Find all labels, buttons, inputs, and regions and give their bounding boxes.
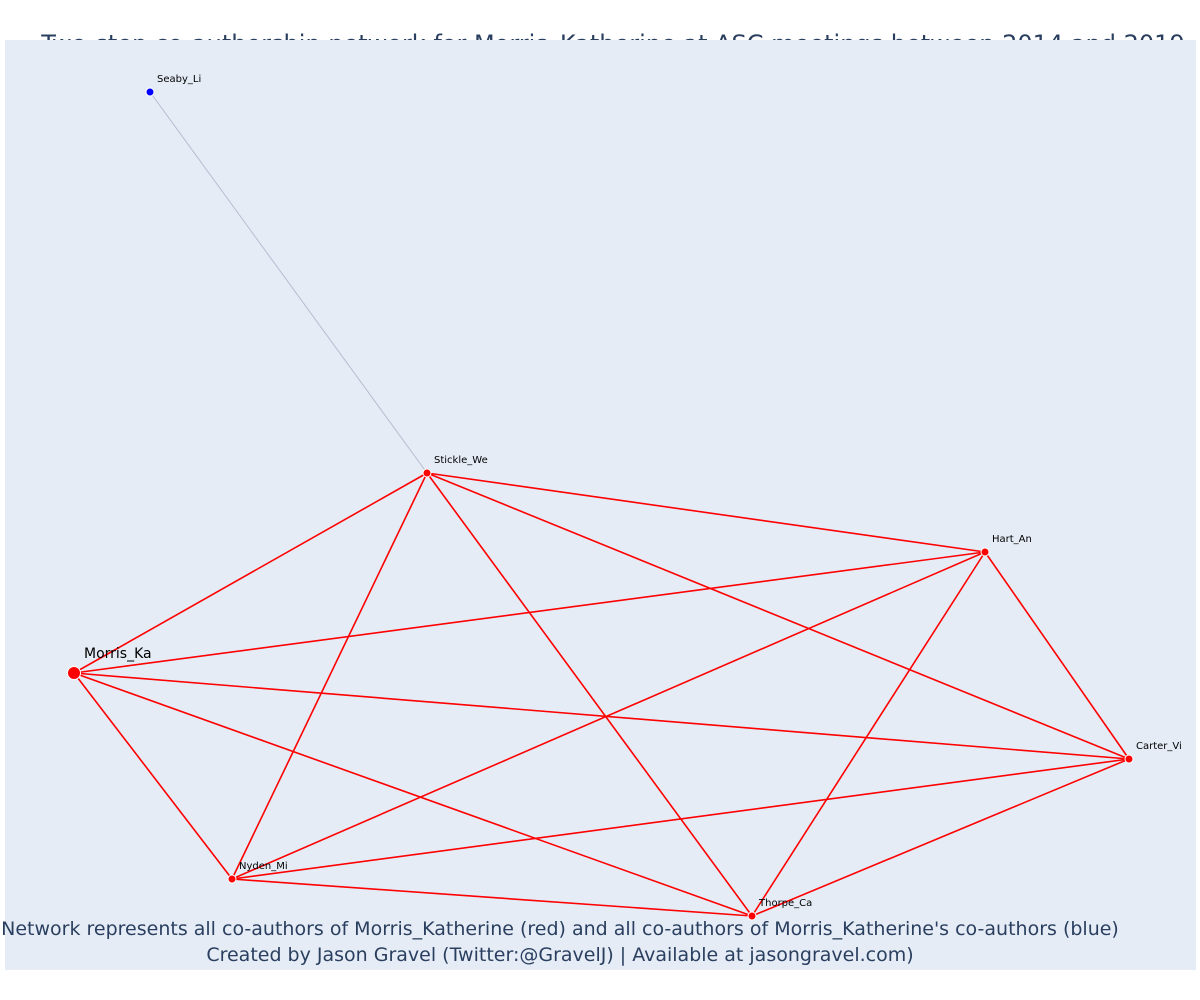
nodes-layer xyxy=(67,87,1134,921)
edge-Hart_An-Morris_Ka xyxy=(73,551,986,674)
labels-layer: Morris_Ka Stickle_We Hart_An Carter_Vi Nyden… xyxy=(84,74,1182,909)
footer-credit: Created by Jason Gravel (Twitter:@Gravel… xyxy=(206,944,914,966)
edge-Nyden_Mi-Carter_Vi xyxy=(231,758,1130,880)
edge-Morris_Ka-Carter_Vi xyxy=(73,672,1130,760)
edge-Thorpe_Ca-Carter_Vi xyxy=(751,758,1130,917)
edge-Stickle_We-Morris_Ka xyxy=(73,472,428,674)
edge-Stickle_We-Carter_Vi xyxy=(426,472,1130,760)
edge-Stickle_We-Hart_An xyxy=(426,472,986,553)
node-Nyden_Mi[interactable] xyxy=(227,874,237,884)
node-Seaby_Li[interactable] xyxy=(145,87,155,97)
node-Carter_Vi[interactable] xyxy=(1124,754,1134,764)
network-graph[interactable]: Morris_Ka Stickle_We Hart_An Carter_Vi Nyden… xyxy=(5,40,1196,970)
node-Hart_An[interactable] xyxy=(980,547,990,557)
edge-Morris_Ka-Nyden_Mi xyxy=(73,672,233,880)
edge-Seaby_Li-Stickle_We xyxy=(149,91,428,474)
edge-Hart_An-Carter_Vi xyxy=(984,551,1130,760)
edge-Stickle_We-Thorpe_Ca xyxy=(426,472,753,917)
edge-Nyden_Mi-Thorpe_Ca xyxy=(231,878,753,917)
edge-Morris_Ka-Thorpe_Ca xyxy=(73,672,753,917)
network-plot-area[interactable]: Morris_Ka Stickle_We Hart_An Carter_Vi Nyden… xyxy=(5,40,1196,970)
node-Morris_Ka[interactable] xyxy=(67,666,81,680)
edge-Hart_An-Thorpe_Ca xyxy=(751,551,986,917)
node-label-Thorpe_Ca: Thorpe_Ca xyxy=(758,898,812,909)
node-Thorpe_Ca[interactable] xyxy=(747,911,757,921)
edges-layer xyxy=(73,91,1130,917)
node-label-Carter_Vi: Carter_Vi xyxy=(1136,741,1182,752)
node-label-Hart_An: Hart_An xyxy=(992,534,1032,545)
node-label-Nyden_Mi: Nyden_Mi xyxy=(239,861,288,872)
node-label-Morris_Ka: Morris_Ka xyxy=(84,646,152,662)
node-Stickle_We[interactable] xyxy=(422,468,432,478)
footer-legend-note: Network represents all co-authors of Mor… xyxy=(1,918,1119,940)
edge-Hart_An-Nyden_Mi xyxy=(231,551,986,880)
edge-Stickle_We-Nyden_Mi xyxy=(231,472,428,880)
node-label-Seaby_Li: Seaby_Li xyxy=(157,74,201,85)
node-label-Stickle_We: Stickle_We xyxy=(434,455,488,466)
